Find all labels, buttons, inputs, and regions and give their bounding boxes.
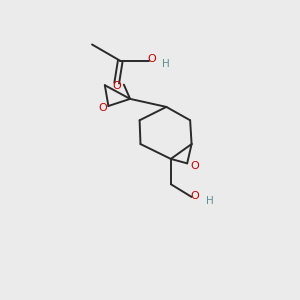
Text: O: O [98,103,107,113]
Text: O: O [190,191,199,201]
Text: O: O [190,161,199,171]
Text: H: H [163,59,170,69]
Text: O: O [112,80,121,91]
Text: O: O [148,54,157,64]
Text: H: H [206,196,213,206]
